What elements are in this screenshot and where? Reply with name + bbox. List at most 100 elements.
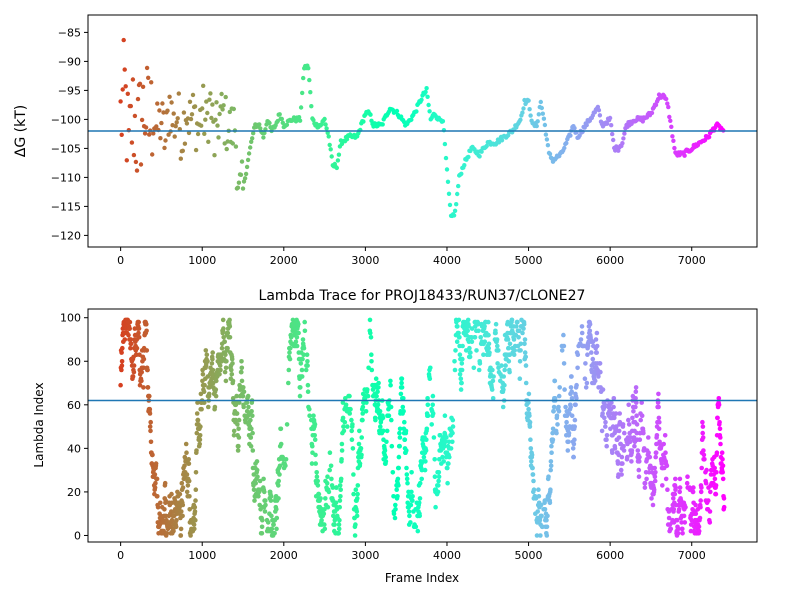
lambda-point (490, 367, 495, 373)
lambda-point (305, 363, 310, 368)
lambda-point (241, 404, 246, 410)
lambda-point (272, 531, 277, 536)
delta-g-point (182, 141, 188, 146)
lambda-point (187, 494, 192, 499)
lambda-point (564, 419, 569, 425)
lambda-point (153, 480, 158, 486)
lambda-point (544, 533, 550, 538)
x-tick-label: 6000 (596, 254, 624, 267)
lambda-point (312, 422, 318, 427)
lambda-point (518, 341, 524, 347)
lambda-point (398, 391, 404, 397)
lambda-point (496, 348, 501, 353)
lambda-point (233, 417, 238, 423)
lambda-point (499, 363, 504, 368)
delta-g-point (544, 137, 550, 142)
lambda-point (330, 485, 336, 490)
delta-g-point (611, 137, 616, 143)
lambda-point (410, 498, 415, 503)
lambda-point (628, 435, 633, 440)
lambda-point (572, 437, 577, 443)
lambda-point (210, 367, 216, 373)
delta-g-point (128, 103, 133, 109)
delta-g-point (653, 102, 659, 108)
lambda-point (360, 404, 366, 410)
delta-g-point (620, 141, 625, 146)
lambda-point (563, 404, 568, 410)
delta-g-point (669, 124, 674, 129)
lambda-point (536, 494, 542, 499)
lambda-point (448, 446, 454, 451)
lambda-point (457, 352, 463, 358)
lambda-point (210, 350, 215, 355)
lambda-point (137, 382, 143, 388)
lambda-point (501, 387, 506, 392)
lambda-point (164, 531, 170, 536)
lambda-point (349, 417, 354, 423)
delta-g-point (150, 152, 155, 157)
delta-g-point (224, 146, 229, 152)
lambda-point (618, 467, 624, 473)
lambda-y-ticks: 0 20 40 60 80 100 (60, 312, 88, 542)
lambda-point (674, 517, 680, 523)
lambda-point (194, 430, 200, 436)
delta-g-point (536, 112, 541, 117)
lambda-point (566, 430, 572, 436)
delta-g-point (203, 117, 208, 122)
lambda-point (239, 359, 244, 364)
lambda-point (328, 463, 334, 469)
lambda-point (569, 389, 574, 395)
delta-g-point (545, 143, 551, 148)
lambda-point (347, 393, 352, 399)
lambda-point (509, 317, 515, 323)
lambda-point (127, 319, 133, 325)
lambda-point (283, 463, 288, 469)
delta-g-point (193, 147, 199, 153)
delta-g-point (250, 136, 255, 141)
lambda-point (443, 439, 448, 445)
lambda-point (583, 385, 589, 390)
lambda-point (205, 359, 210, 364)
delta-g-point (220, 107, 225, 112)
lambda-point (199, 406, 204, 412)
lambda-point (600, 387, 606, 392)
lambda-point (452, 367, 458, 373)
delta-g-point (125, 91, 130, 97)
x-tick-label: 7000 (678, 549, 706, 562)
lambda-point (495, 343, 500, 349)
delta-g-point (227, 109, 232, 115)
delta-g-point (328, 147, 333, 152)
delta-g-point (326, 134, 331, 139)
lambda-point (333, 500, 339, 506)
lambda-point (224, 359, 229, 364)
lambda-point (119, 359, 125, 364)
lambda-point (194, 411, 200, 416)
lambda-point (621, 448, 627, 453)
lambda-point (622, 430, 627, 436)
lambda-point (231, 433, 237, 438)
lambda-point (699, 465, 704, 471)
delta-g-point (298, 105, 304, 110)
lambda-point (322, 522, 327, 527)
x-tick-label: 2000 (270, 549, 298, 562)
lambda-point (573, 402, 578, 408)
lambda-point (536, 487, 541, 493)
lambda-point (352, 533, 358, 538)
lambda-point (494, 337, 500, 342)
lambda-point (219, 345, 225, 351)
lambda-point (322, 507, 327, 512)
lambda-point (684, 480, 690, 486)
y-tick-label: −100 (51, 113, 81, 126)
lambda-point (239, 369, 244, 375)
lambda-point (174, 517, 179, 523)
y-tick-label: −85 (58, 26, 81, 39)
lambda-point (589, 350, 594, 355)
lambda-point (336, 522, 342, 527)
lambda-point (551, 409, 556, 414)
lambda-point (621, 443, 626, 449)
lambda-point (406, 509, 412, 514)
lambda-point (415, 528, 421, 534)
x-tick-label: 0 (117, 549, 124, 562)
delta-g-point (174, 120, 179, 125)
delta-g-point (479, 149, 484, 154)
